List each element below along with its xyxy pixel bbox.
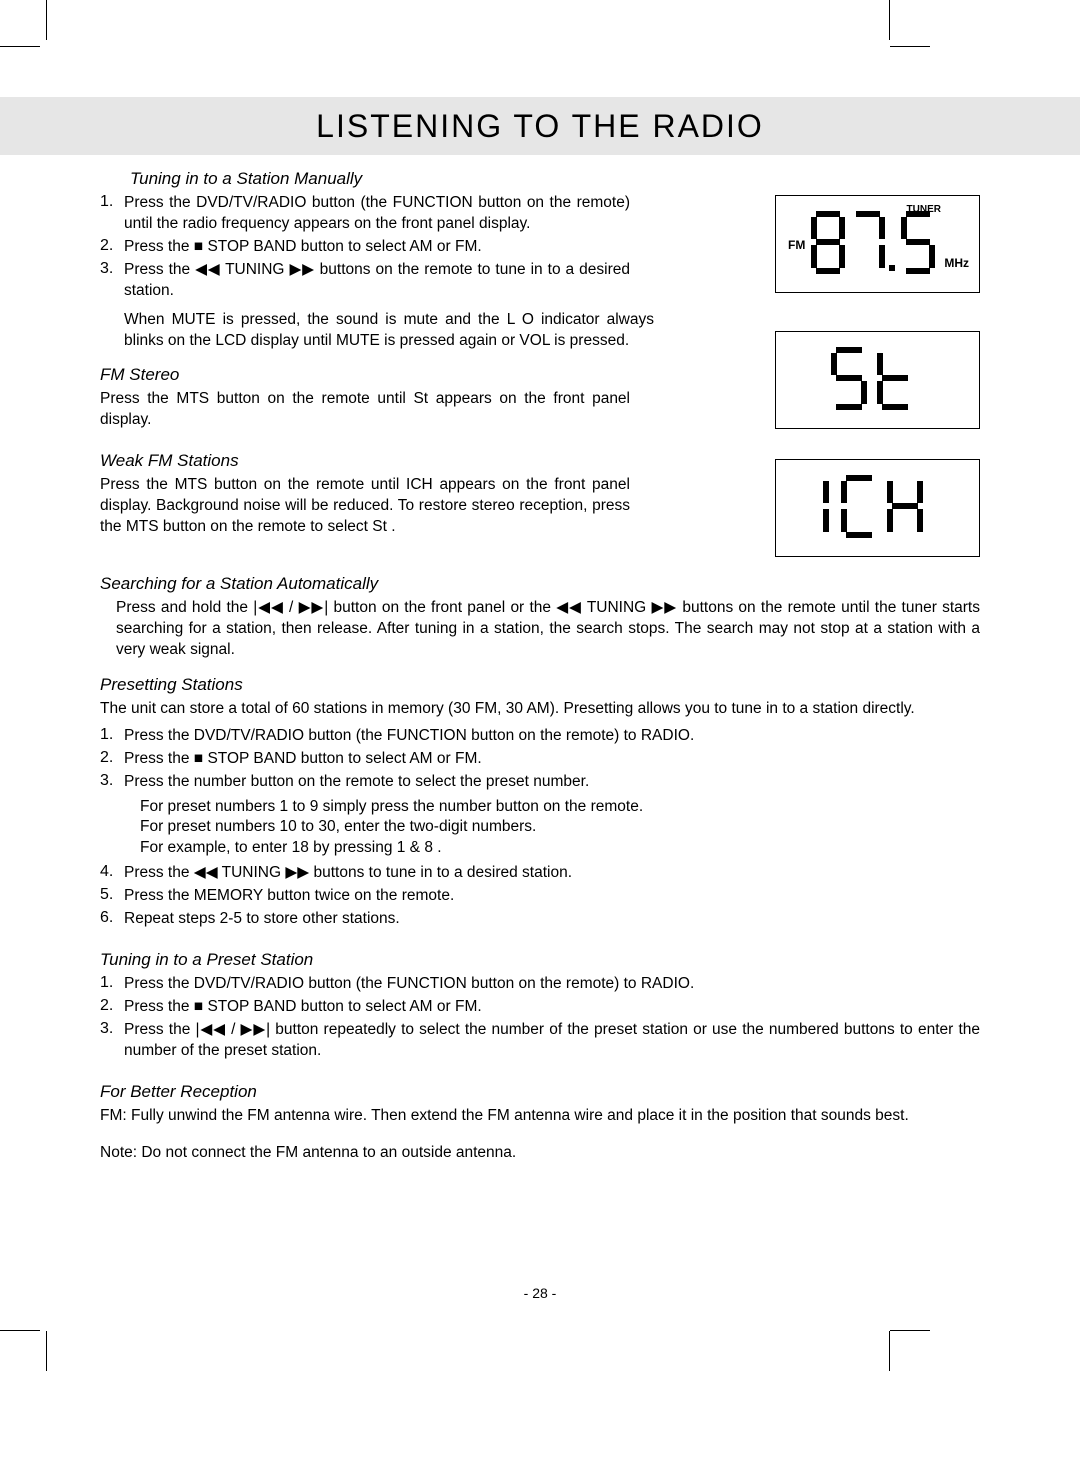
list-item: Press the DVD/TV/RADIO button (the FUNCT… [124, 726, 980, 747]
list-item: Press the ■ STOP BAND button to select A… [124, 237, 630, 258]
mhz-label: MHz [944, 256, 969, 270]
seven-seg-st [828, 345, 928, 415]
list-item: Press the |◀◀ / ▶▶| button repeatedly to… [124, 1020, 980, 1062]
page-root: LISTENING TO THE RADIO TUNER FM MHz [0, 0, 1080, 1471]
body-weak-fm: Press the MTS button on the remote until… [100, 475, 630, 538]
page-number: - 28 - [0, 1285, 1080, 1301]
list-number: 2. [100, 997, 124, 1018]
list-number: 2. [100, 237, 124, 258]
body-reception: FM: Fully unwind the FM antenna wire. Th… [100, 1106, 980, 1127]
seven-seg-875 [810, 209, 945, 279]
crop-mark [889, 1331, 890, 1371]
crop-mark [46, 0, 47, 40]
preset-sub: For example, to enter 18 by pressing 1 &… [140, 838, 980, 859]
header-band: LISTENING TO THE RADIO [0, 97, 1080, 155]
list-number: 1. [100, 726, 124, 747]
lcd-display-ich [775, 459, 980, 557]
list-item: Press the ■ STOP BAND button to select A… [124, 749, 980, 770]
lcd-display-tuner: TUNER FM MHz [775, 195, 980, 293]
list-number: 1. [100, 193, 124, 235]
list-item: Press the ◀◀ TUNING ▶▶ buttons on the re… [124, 260, 630, 302]
list-number: 4. [100, 863, 124, 884]
preset-sub-block: For preset numbers 1 to 9 simply press t… [140, 797, 980, 860]
list-item: Repeat steps 2-5 to store other stations… [124, 909, 980, 930]
intro-preset: The unit can store a total of 60 station… [100, 699, 980, 720]
list-item: Press the DVD/TV/RADIO button (the FUNCT… [124, 974, 980, 995]
list-preset-cont: 4.Press the ◀◀ TUNING ▶▶ buttons to tune… [100, 863, 980, 930]
list-number: 5. [100, 886, 124, 907]
crop-mark [890, 1330, 930, 1331]
heading-preset: Presetting Stations [100, 675, 980, 695]
body-search-auto: Press and hold the |◀◀ / ▶▶| button on t… [116, 598, 980, 661]
crop-mark [0, 46, 40, 47]
content: TUNER FM MHz [100, 165, 980, 1164]
list-item: Press the DVD/TV/RADIO button (the FUNCT… [124, 193, 630, 235]
tuner-label: TUNER [907, 204, 941, 215]
list-item: Press the ■ STOP BAND button to select A… [124, 997, 980, 1018]
list-tuning-manual: 1.Press the DVD/TV/RADIO button (the FUN… [100, 193, 630, 302]
note-mute: When MUTE is pressed, the sound is mute … [124, 310, 654, 352]
preset-sub: For preset numbers 1 to 9 simply press t… [140, 797, 980, 818]
list-preset-tune: 1.Press the DVD/TV/RADIO button (the FUN… [100, 974, 980, 1062]
lcd-display-st [775, 331, 980, 429]
list-number: 6. [100, 909, 124, 930]
preset-sub: For preset numbers 10 to 30, enter the t… [140, 817, 980, 838]
list-number: 3. [100, 1020, 124, 1062]
list-item: Press the number button on the remote to… [124, 772, 980, 793]
list-number: 1. [100, 974, 124, 995]
heading-search-auto: Searching for a Station Automatically [100, 574, 980, 594]
seven-seg-ich [808, 473, 948, 543]
list-number: 2. [100, 749, 124, 770]
crop-mark [0, 1330, 40, 1331]
list-number: 3. [100, 260, 124, 302]
note-reception: Note: Do not connect the FM antenna to a… [100, 1143, 980, 1164]
fm-label: FM [788, 238, 805, 252]
list-preset: 1.Press the DVD/TV/RADIO button (the FUN… [100, 726, 980, 793]
body-fm-stereo: Press the MTS button on the remote until… [100, 389, 630, 431]
heading-tuning-manual: Tuning in to a Station Manually [130, 169, 980, 189]
crop-mark [890, 46, 930, 47]
crop-mark [46, 1331, 47, 1371]
crop-mark [889, 0, 890, 40]
list-item: Press the MEMORY button twice on the rem… [124, 886, 980, 907]
page-title: LISTENING TO THE RADIO [316, 108, 764, 145]
heading-preset-tune: Tuning in to a Preset Station [100, 950, 980, 970]
list-number: 3. [100, 772, 124, 793]
list-item: Press the ◀◀ TUNING ▶▶ buttons to tune i… [124, 863, 980, 884]
heading-reception: For Better Reception [100, 1082, 980, 1102]
